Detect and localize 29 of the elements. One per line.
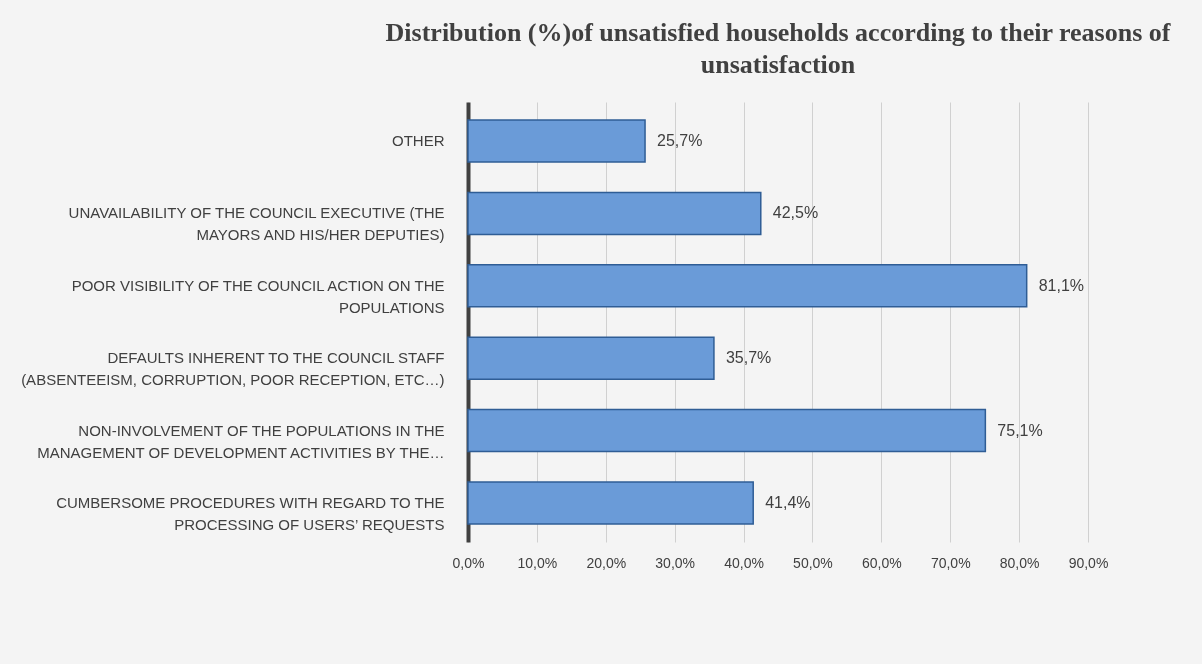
y-tick-label: CUMBERSOME PROCEDURES WITH REGARD TO THE PROCESSING OF USERS’ REQUESTS <box>56 493 445 533</box>
x-tick-label: 10,0% <box>517 554 558 571</box>
x-tick-label: 20,0% <box>586 554 627 571</box>
y-tick-label: DEFAULTS INHERENT TO THE COUNCIL STAFF (ABSENTEEISM, CORRUPTION, POOR RECEPTION, ETC…) <box>21 349 445 389</box>
bar <box>467 408 987 453</box>
x-tick-label: 60,0% <box>861 554 902 571</box>
y-tick-label: NON-INVOLVEMENT OF THE POPULATIONS IN THE MANAGEMENT OF DEVELOPMENT ACTIVITIES BY THE… <box>37 421 445 461</box>
bar <box>467 336 715 380</box>
data-label: 35,7% <box>725 349 772 367</box>
y-tick-label: POOR VISIBILITY OF THE COUNCIL ACTION ON THE POPULATIONS <box>71 276 445 316</box>
data-label: 25,7% <box>657 132 703 150</box>
x-tick-label: 0,0% <box>452 554 485 571</box>
data-label: 75,1% <box>997 421 1043 439</box>
data-label: 81,1% <box>1038 276 1085 294</box>
x-tick-label: 50,0% <box>793 554 833 571</box>
bar <box>467 264 1028 308</box>
x-tick-label: 40,0% <box>724 554 764 571</box>
x-tick-label: 70,0% <box>930 554 971 571</box>
x-tick-label: 90,0% <box>1068 554 1109 571</box>
y-tick-label: OTHER <box>392 132 445 150</box>
x-tick-label: 80,0% <box>999 554 1040 571</box>
bar <box>467 119 646 163</box>
bar <box>467 481 754 525</box>
data-label: 42,5% <box>772 204 819 222</box>
bar <box>467 191 762 236</box>
x-tick-label: 30,0% <box>655 554 696 571</box>
chart-title: Distribution (%)of unsatisfied households according to their reasons of unsatisfaction <box>385 18 1171 79</box>
y-tick-label: UNAVAILABILITY OF THE COUNCIL EXECUTIVE (THE MAYORS AND HIS/HER DEPUTIES) <box>68 204 445 244</box>
data-label: 41,4% <box>765 493 811 511</box>
